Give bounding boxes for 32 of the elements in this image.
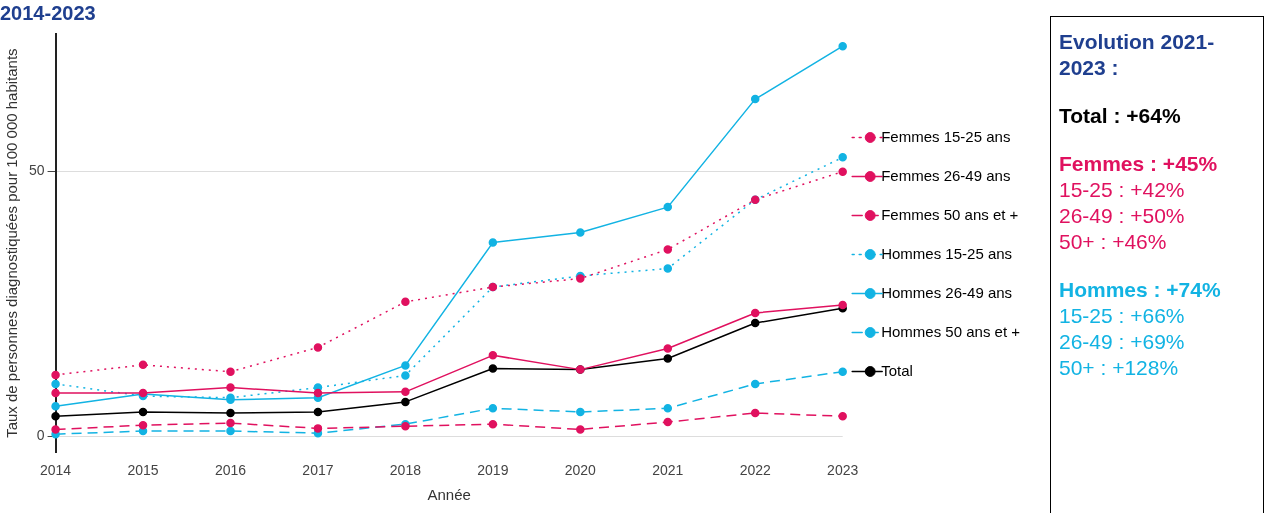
- legend-label: Femmes 50 ans et +: [881, 205, 1019, 223]
- y-tick-label: 50: [28, 162, 45, 179]
- x-tick-label: 2021: [652, 462, 684, 479]
- text: Hommes : +74%: [1059, 277, 1222, 303]
- x-tick-label: 2020: [564, 462, 597, 479]
- chart-title: 2014-2023: [0, 1, 96, 24]
- text: 15-25 : +42%: [1059, 177, 1186, 203]
- x-tick-label: 2016: [214, 462, 247, 479]
- legend-label: Total: [881, 361, 913, 379]
- x-tick-label: 2017: [302, 462, 334, 479]
- text: 26-49 : +69%: [1059, 329, 1186, 355]
- legend-label: Hommes 15-25 ans: [881, 244, 1013, 262]
- legend-label: Hommes 50 ans et +: [881, 322, 1021, 340]
- y-tick-label: 0: [36, 427, 45, 444]
- text: Femmes : +45%: [1059, 151, 1219, 177]
- text: Evolution 2021-2023 :: [1059, 29, 1216, 81]
- x-tick-label: 2022: [739, 462, 772, 479]
- text: 15-25 : +66%: [1059, 303, 1186, 329]
- x-tick-label: 2019: [477, 462, 509, 479]
- text: 26-49 : +50%: [1059, 203, 1186, 229]
- x-tick-label: 2018: [389, 462, 422, 479]
- legend-label: Hommes 26-49 ans: [881, 283, 1013, 301]
- legend-label: Femmes 26-49 ans: [881, 166, 1011, 184]
- y-axis-title: Taux de personnes diagnostiquées pour 100 000 habitants: [3, 48, 21, 438]
- x-tick-label: 2023: [827, 462, 859, 479]
- x-tick-label: 2014: [39, 462, 72, 479]
- text: 50+ : +46%: [1059, 229, 1168, 255]
- legend-label: Femmes 15-25 ans: [881, 127, 1011, 145]
- x-tick-label: 2015: [127, 462, 159, 479]
- x-axis-title: Année: [427, 486, 471, 504]
- text: Total : +64%: [1059, 103, 1182, 129]
- text: 50+ : +128%: [1059, 355, 1180, 381]
